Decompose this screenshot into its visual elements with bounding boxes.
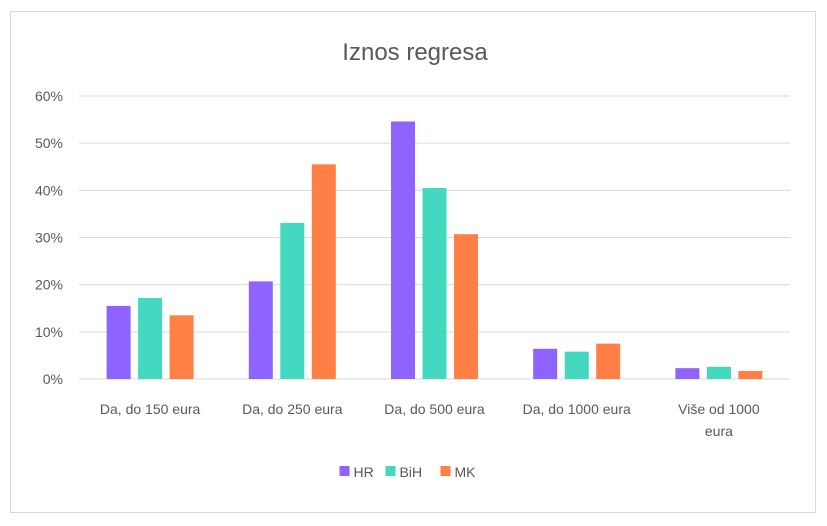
x-tick-label: Da, do 150 eura	[100, 401, 201, 417]
chart-frame: 0% 10% 20% 30% 40% 50% 60% Da, do 150 eura Da, …	[10, 11, 816, 513]
bar-hr-2	[391, 121, 415, 379]
legend: HR BiH MK	[339, 464, 477, 480]
bar-bih-2	[422, 187, 447, 379]
x-tick-label: Više od 1000 eura	[678, 401, 760, 439]
x-axis-ticks: Da, do 150 eura Da, do 250 eura Da, do 500…	[100, 401, 760, 439]
x-tick-label: Da, do 1000 eura	[523, 401, 631, 417]
y-tick-label: 30%	[35, 230, 63, 246]
bars	[106, 121, 763, 379]
bar-bih-4	[706, 366, 731, 379]
bar-bih-0	[138, 297, 163, 379]
bar-hr-0	[106, 305, 131, 379]
bar-mk-4	[738, 370, 763, 379]
legend-label-hr: HR	[354, 464, 374, 480]
y-tick-label: 40%	[35, 182, 63, 198]
legend-swatch-hr	[339, 466, 350, 476]
legend-swatch-mk	[440, 466, 451, 476]
bar-hr-3	[533, 348, 558, 379]
legend-label-mk: MK	[455, 464, 477, 480]
y-tick-label: 10%	[35, 324, 63, 340]
bar-bih-3	[564, 351, 589, 379]
bar-mk-0	[169, 315, 194, 379]
y-axis-ticks: 0% 10% 20% 30% 40% 50% 60%	[35, 88, 63, 387]
bar-hr-4	[675, 368, 700, 379]
legend-swatch-bih	[385, 466, 396, 476]
bar-mk-2	[454, 234, 478, 379]
x-tick-label: Da, do 500 eura	[384, 401, 485, 417]
y-tick-label: 60%	[35, 88, 63, 104]
x-tick-label: Da, do 250 eura	[242, 401, 343, 417]
bar-bih-1	[280, 222, 305, 379]
y-tick-label: 20%	[35, 277, 63, 293]
bar-chart: 0%10%20%30%40%50%60% Da, do 150 eura Da, …	[35, 39, 790, 480]
y-tick-label: 50%	[35, 135, 63, 151]
bar-mk-3	[596, 343, 621, 379]
legend-label-bih: BiH	[400, 464, 423, 480]
y-tick-label: 0%	[43, 371, 63, 387]
bar-hr-1	[248, 281, 273, 379]
bar-mk-1	[311, 164, 336, 379]
chart-title: Iznos regresa	[342, 39, 488, 66]
